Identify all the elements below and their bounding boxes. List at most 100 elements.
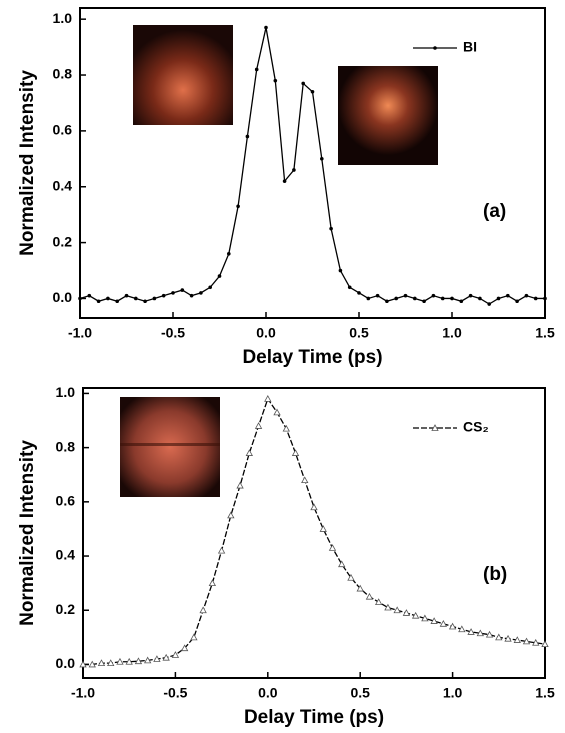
inset-image xyxy=(338,66,438,165)
marker xyxy=(487,302,492,306)
marker xyxy=(171,291,175,295)
legend-label: CS₂ xyxy=(463,419,489,435)
marker xyxy=(485,630,494,638)
marker xyxy=(79,660,87,668)
marker xyxy=(208,579,217,587)
y-tick-label: 0.4 xyxy=(53,177,73,193)
marker xyxy=(134,657,143,665)
marker xyxy=(496,296,501,301)
marker xyxy=(171,651,180,658)
marker xyxy=(97,659,106,666)
marker xyxy=(328,544,337,551)
marker xyxy=(347,573,355,581)
marker xyxy=(254,422,263,429)
marker xyxy=(431,424,439,431)
y-tick-label: 0.4 xyxy=(56,547,76,563)
marker xyxy=(338,560,346,568)
marker xyxy=(310,89,315,94)
marker xyxy=(450,296,454,301)
marker xyxy=(524,293,529,298)
marker xyxy=(533,296,538,301)
marker xyxy=(282,424,290,432)
marker xyxy=(245,449,253,456)
marker xyxy=(413,296,417,301)
marker xyxy=(411,611,420,619)
marker xyxy=(124,293,129,298)
marker xyxy=(264,395,272,402)
marker xyxy=(515,299,519,304)
marker xyxy=(356,584,364,592)
marker xyxy=(495,633,503,641)
marker xyxy=(448,622,457,630)
y-axis-label: Normalized Intensity xyxy=(17,440,38,626)
x-tick-label: 0.0 xyxy=(256,325,276,341)
x-tick-label: -0.5 xyxy=(161,325,185,341)
marker xyxy=(433,46,437,50)
marker xyxy=(513,636,521,643)
marker xyxy=(273,78,278,83)
marker xyxy=(393,606,401,614)
y-tick-label: 0.2 xyxy=(56,601,76,617)
marker xyxy=(116,657,124,665)
x-tick-label: 0.5 xyxy=(349,325,369,341)
inset-image xyxy=(133,25,233,125)
marker xyxy=(107,659,115,666)
marker xyxy=(199,606,207,614)
x-tick-label: -1.0 xyxy=(71,685,95,701)
x-tick-label: -0.5 xyxy=(163,685,187,701)
marker xyxy=(217,546,226,554)
x-axis-label: Delay Time (ps) xyxy=(244,707,384,728)
marker xyxy=(506,293,510,298)
marker xyxy=(403,293,408,298)
marker xyxy=(329,226,333,231)
marker xyxy=(522,637,531,645)
marker xyxy=(375,598,383,606)
marker xyxy=(347,285,352,290)
x-tick-label: 0.0 xyxy=(258,685,278,701)
y-axis-label: Normalized Intensity xyxy=(17,70,38,256)
marker xyxy=(320,157,324,161)
y-tick-label: 0.8 xyxy=(56,438,76,454)
marker xyxy=(227,511,235,519)
marker xyxy=(468,293,473,298)
marker xyxy=(467,628,475,635)
marker xyxy=(106,296,110,301)
marker xyxy=(440,296,445,301)
inset-image xyxy=(120,397,220,497)
marker xyxy=(125,657,133,665)
marker xyxy=(375,293,380,298)
y-tick-label: 0.0 xyxy=(56,655,76,671)
y-tick-label: 0.6 xyxy=(53,122,73,138)
marker xyxy=(478,296,482,301)
x-axis-label: Delay Time (ps) xyxy=(242,347,382,368)
x-tick-label: 1.5 xyxy=(535,685,555,701)
marker xyxy=(430,617,438,624)
marker xyxy=(78,296,82,301)
marker xyxy=(96,299,101,304)
marker xyxy=(180,644,189,652)
marker xyxy=(236,481,244,489)
y-tick-label: 0.2 xyxy=(53,233,73,249)
marker xyxy=(385,299,389,304)
marker xyxy=(227,251,231,256)
marker xyxy=(282,179,287,183)
marker xyxy=(421,614,429,622)
y-tick-label: 0.6 xyxy=(56,493,76,509)
marker xyxy=(543,296,547,301)
x-tick-label: 1.0 xyxy=(442,325,462,341)
marker xyxy=(87,293,92,298)
marker xyxy=(143,299,147,304)
y-tick-label: 1.0 xyxy=(56,384,76,400)
marker xyxy=(476,629,484,637)
marker xyxy=(402,609,411,616)
marker xyxy=(338,268,343,273)
marker xyxy=(236,204,240,209)
x-tick-label: 0.5 xyxy=(350,685,370,701)
marker xyxy=(422,299,426,304)
marker xyxy=(208,285,212,290)
marker xyxy=(273,408,281,416)
marker xyxy=(292,168,296,172)
marker xyxy=(439,619,448,627)
marker xyxy=(504,634,512,642)
